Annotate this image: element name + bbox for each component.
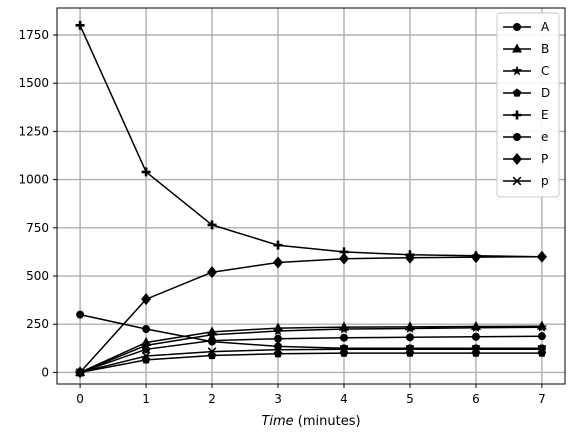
y-tick-label: 1500 xyxy=(18,76,49,90)
x-axis-label-unit: (minutes) xyxy=(294,414,361,429)
data-point-p xyxy=(207,347,217,356)
y-axis-ticks: 0 250 500 750 1000 1250 1500 1750 xyxy=(18,28,57,379)
y-tick-label: 250 xyxy=(26,317,49,331)
x-tick-label: 2 xyxy=(208,392,216,406)
legend-marker xyxy=(513,133,521,141)
data-point-P xyxy=(207,266,218,279)
data-point-E xyxy=(141,167,151,177)
data-point-C xyxy=(272,325,284,336)
data-point-P xyxy=(404,251,415,264)
series-line-C xyxy=(79,326,542,374)
y-tick-label: 1750 xyxy=(18,28,49,42)
data-point-p xyxy=(405,344,415,354)
data-point-p xyxy=(75,368,85,377)
legend-item-A: A xyxy=(503,20,550,34)
y-tick-label: 0 xyxy=(41,365,49,379)
series-line-e xyxy=(79,313,542,350)
data-point-P xyxy=(470,251,481,264)
x-tick-label: 0 xyxy=(76,392,84,406)
series-lines xyxy=(74,20,548,379)
data-point-P xyxy=(536,250,547,263)
data-point-E xyxy=(75,20,85,30)
data-point-p xyxy=(273,345,283,355)
data-point-P xyxy=(141,293,152,306)
x-tick-label: 7 xyxy=(538,392,546,406)
data-point-C xyxy=(470,322,482,333)
data-point-A xyxy=(537,332,546,341)
legend-label: C xyxy=(541,64,549,78)
legend-label: p xyxy=(541,174,549,188)
x-tick-label: 6 xyxy=(472,392,480,406)
legend-label: P xyxy=(541,152,548,166)
x-tick-label: 5 xyxy=(406,392,414,406)
data-point-p xyxy=(339,344,349,354)
data-point-A xyxy=(274,334,283,343)
data-point-E xyxy=(207,220,217,230)
data-point-A xyxy=(471,332,480,341)
x-axis-label-italic: Time xyxy=(261,414,293,429)
data-point-P xyxy=(273,256,284,269)
legend-label: E xyxy=(541,108,549,122)
data-point-C xyxy=(536,321,548,332)
series-line-D xyxy=(79,352,542,374)
data-point-C xyxy=(140,339,152,350)
legend-item-e: e xyxy=(503,130,548,144)
data-point-A xyxy=(339,333,348,342)
series-line-p xyxy=(79,348,542,374)
data-point-P xyxy=(338,252,349,265)
legend-marker xyxy=(513,23,521,31)
data-point-p xyxy=(141,351,151,361)
data-point-C xyxy=(206,329,218,340)
legend-marker xyxy=(512,176,522,186)
legend-label: A xyxy=(541,20,550,34)
data-point-C xyxy=(404,322,416,333)
plot-frame xyxy=(56,7,566,385)
legend-label: D xyxy=(541,86,550,100)
data-point-E xyxy=(273,240,283,250)
data-point-e xyxy=(208,337,217,346)
legend-item-E: E xyxy=(503,108,549,122)
legend-item-P: P xyxy=(503,152,548,166)
data-point-p xyxy=(537,344,547,354)
data-point-p xyxy=(471,344,481,354)
legend-item-p: p xyxy=(503,174,549,188)
legend-item-D: D xyxy=(503,86,550,100)
data-point-e xyxy=(76,310,85,319)
legend-label: B xyxy=(541,42,549,56)
series-p xyxy=(75,344,547,377)
legend-marker xyxy=(512,88,522,97)
x-axis-ticks: 0 1 2 3 4 5 6 7 xyxy=(76,384,546,406)
y-tick-label: 1250 xyxy=(18,124,49,138)
legend-label: e xyxy=(541,130,548,144)
x-tick-label: 1 xyxy=(142,392,150,406)
data-point-A xyxy=(405,333,414,342)
y-tick-label: 500 xyxy=(26,269,49,283)
x-axis-label: Time (minutes) xyxy=(261,414,360,429)
y-tick-label: 1000 xyxy=(18,173,49,187)
legend-item-C: C xyxy=(503,64,549,78)
grid xyxy=(57,8,565,384)
data-point-e xyxy=(142,325,151,334)
legend-marker xyxy=(512,43,522,53)
series-line-P xyxy=(79,255,542,373)
legend-item-B: B xyxy=(503,42,549,56)
series-line-B xyxy=(79,325,542,374)
series-line-A xyxy=(79,335,542,374)
legend-box xyxy=(496,12,560,198)
legend-marker xyxy=(511,65,523,76)
axes xyxy=(56,7,566,385)
series-P xyxy=(75,250,547,379)
series-line-E xyxy=(79,25,542,258)
x-tick-label: 4 xyxy=(340,392,348,406)
y-tick-label: 750 xyxy=(26,221,49,235)
legend-marker xyxy=(512,153,522,165)
x-tick-label: 3 xyxy=(274,392,282,406)
data-point-C xyxy=(338,323,350,334)
legend-marker xyxy=(512,110,522,120)
